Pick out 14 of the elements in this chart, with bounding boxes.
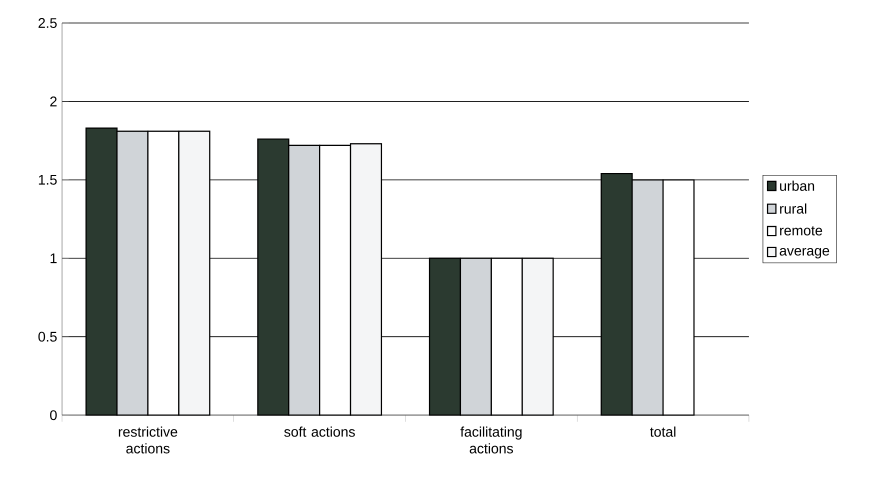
x-tick-label: facilitating actions: [460, 426, 522, 454]
y-tick-label: 1: [50, 253, 57, 264]
legend-label: remote: [780, 226, 822, 236]
legend-label: urban: [780, 180, 814, 191]
legend-label: rural: [780, 203, 806, 214]
x-tick-label: soft actions: [284, 426, 355, 437]
legend-label: average: [780, 248, 830, 258]
y-tick-label: 2.5: [38, 18, 57, 28]
y-tick-label: 0.5: [38, 332, 57, 342]
y-tick-label: 1.5: [38, 174, 57, 185]
y-tick-label: 0: [50, 410, 57, 420]
x-tick-label: restrictive actions: [118, 426, 178, 454]
x-tick-label: total: [650, 426, 676, 437]
y-tick-label: 2: [50, 96, 57, 106]
